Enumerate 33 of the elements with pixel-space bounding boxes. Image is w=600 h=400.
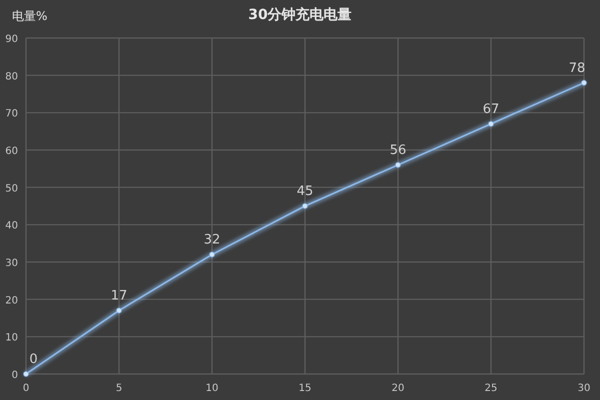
data-label: 78 [568, 60, 586, 76]
y-tick-label: 20 [5, 295, 18, 306]
point [116, 308, 122, 314]
y-axis-title: 电量% [12, 9, 48, 23]
y-tick-label: 0 [12, 370, 18, 381]
point [581, 80, 587, 86]
y-tick-label: 50 [5, 183, 18, 194]
x-tick-label: 10 [206, 383, 218, 394]
y-tick-label: 40 [5, 220, 18, 232]
point [209, 252, 215, 258]
data-label: 0 [29, 352, 38, 367]
y-tick-label: 80 [5, 71, 18, 82]
x-tick-label: 25 [484, 383, 498, 394]
data-label: 45 [296, 184, 314, 199]
chart-title: 30分钟充电电量 [248, 6, 352, 23]
x-tick-label: 15 [298, 383, 312, 394]
point [302, 203, 308, 209]
point [488, 121, 494, 127]
y-tick-label: 90 [5, 34, 18, 45]
data-label: 67 [482, 102, 500, 117]
x-tick-label: 30 [578, 383, 590, 394]
point [23, 371, 29, 377]
x-tick-label: 0 [22, 383, 30, 394]
y-tick-label: 60 [5, 146, 18, 157]
x-tick-label: 5 [116, 383, 122, 394]
data-label: 56 [390, 142, 406, 158]
point [395, 162, 401, 168]
data-label: 17 [110, 288, 128, 304]
y-tick-label: 30 [5, 258, 18, 269]
x-tick-label: 20 [392, 383, 404, 394]
y-tick-label: 10 [5, 332, 18, 344]
data-label: 32 [204, 232, 220, 248]
y-tick-label: 70 [5, 108, 18, 120]
